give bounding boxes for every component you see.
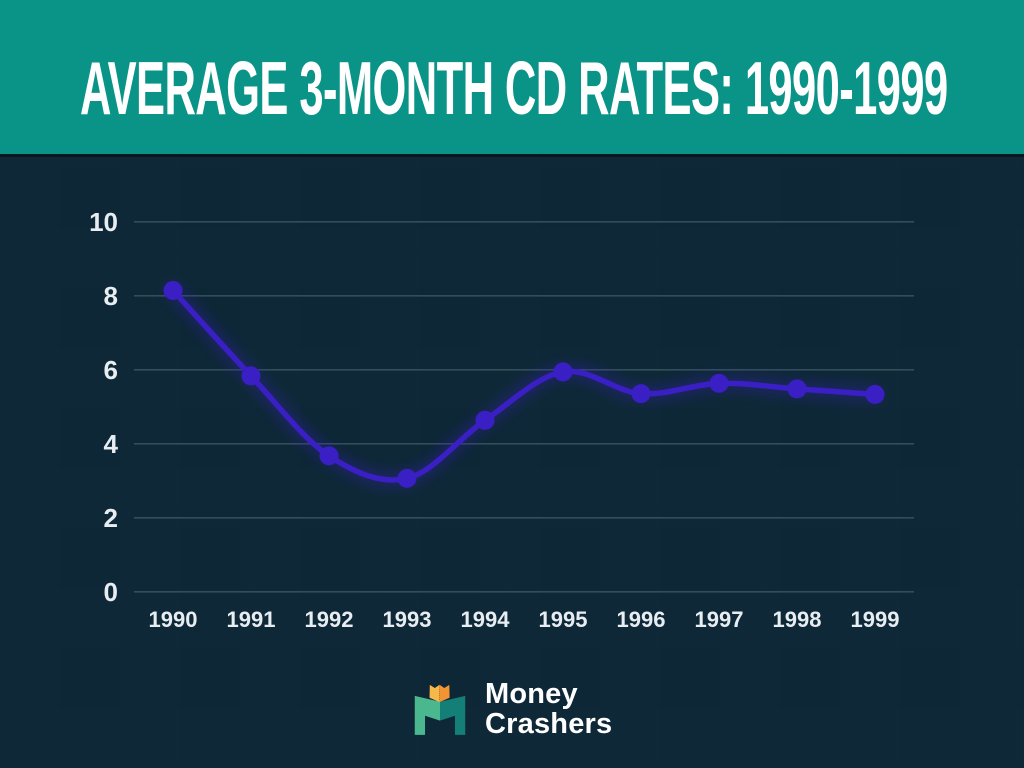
svg-text:2: 2 xyxy=(104,503,118,533)
svg-text:1999: 1999 xyxy=(851,607,900,632)
svg-text:0: 0 xyxy=(104,577,118,607)
svg-text:1998: 1998 xyxy=(773,607,822,632)
svg-text:6: 6 xyxy=(104,355,118,385)
svg-text:1991: 1991 xyxy=(227,607,276,632)
svg-text:8: 8 xyxy=(104,281,118,311)
svg-text:1994: 1994 xyxy=(461,607,511,632)
svg-text:1992: 1992 xyxy=(305,607,354,632)
svg-text:1997: 1997 xyxy=(695,607,744,632)
svg-text:1993: 1993 xyxy=(383,607,432,632)
svg-text:1996: 1996 xyxy=(617,607,666,632)
svg-text:1990: 1990 xyxy=(149,607,198,632)
svg-text:4: 4 xyxy=(104,429,119,459)
svg-text:1995: 1995 xyxy=(539,607,588,632)
svg-text:10: 10 xyxy=(89,207,118,237)
